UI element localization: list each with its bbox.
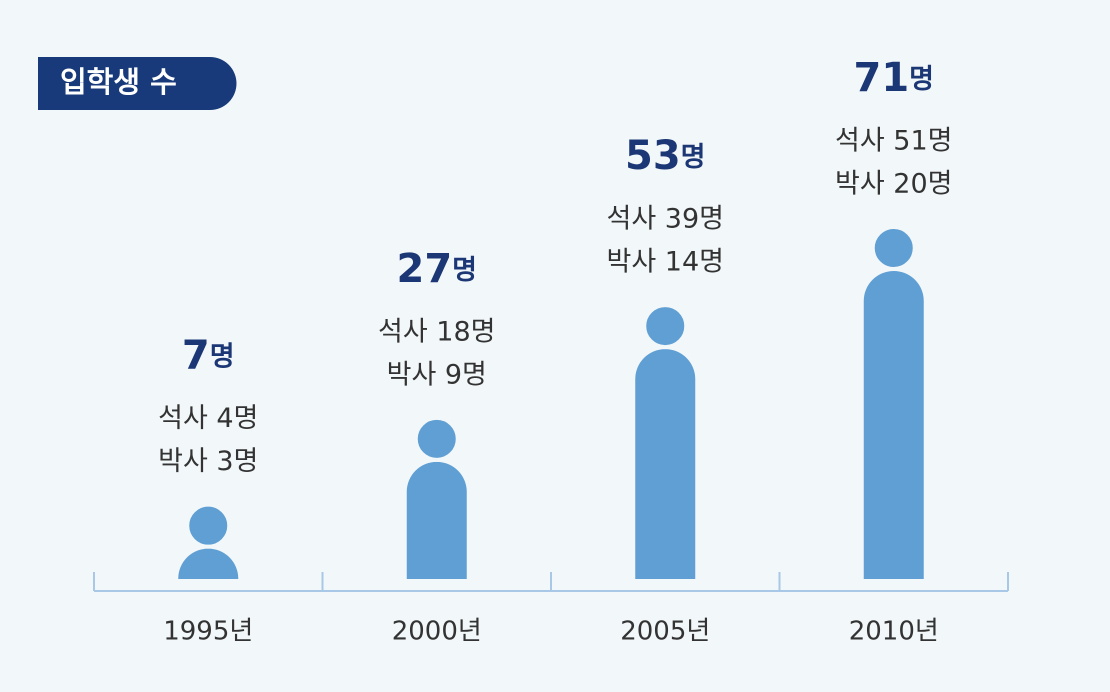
person-head bbox=[413, 415, 460, 462]
value-label: 71명 bbox=[853, 55, 934, 101]
value-unit: 명 bbox=[681, 142, 706, 173]
value-number: 71 bbox=[853, 55, 909, 101]
title-badge bbox=[38, 57, 237, 110]
bar bbox=[406, 461, 467, 579]
series-label: 석사 18명 bbox=[378, 316, 495, 347]
value-label: 27명 bbox=[396, 246, 477, 292]
series-label: 석사 39명 bbox=[607, 204, 724, 235]
value-unit: 명 bbox=[210, 341, 235, 372]
bar bbox=[863, 271, 924, 579]
value-label: 7명 bbox=[182, 333, 235, 379]
series-label: 박사 9명 bbox=[387, 359, 487, 390]
bar bbox=[178, 548, 239, 579]
x-tick-label: 1995년 bbox=[163, 617, 253, 647]
person-head bbox=[870, 225, 917, 271]
person-head bbox=[185, 502, 232, 549]
series-label: 박사 3명 bbox=[158, 446, 258, 477]
series-label: 박사 20명 bbox=[835, 169, 952, 200]
value-unit: 명 bbox=[452, 254, 477, 285]
x-tick-label: 2005년 bbox=[620, 617, 710, 647]
value-number: 27 bbox=[396, 246, 452, 292]
chart-title: 입학생 수 bbox=[60, 65, 177, 99]
value-number: 53 bbox=[625, 133, 681, 179]
value-label: 53명 bbox=[625, 133, 706, 179]
series-label: 석사 51명 bbox=[835, 126, 952, 157]
series-label: 석사 4명 bbox=[158, 403, 258, 434]
series-label: 박사 14명 bbox=[607, 247, 724, 278]
value-unit: 명 bbox=[909, 64, 934, 95]
x-tick-label: 2000년 bbox=[392, 617, 482, 647]
x-tick-label: 2010년 bbox=[849, 617, 939, 647]
bar bbox=[635, 349, 696, 579]
value-number: 7 bbox=[182, 333, 210, 379]
person-head bbox=[642, 303, 689, 350]
